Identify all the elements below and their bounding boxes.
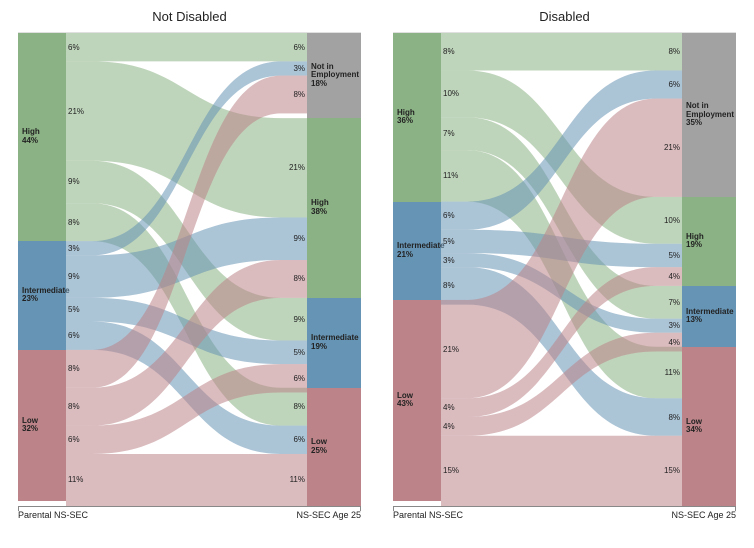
panel-title-right: Disabled	[393, 10, 736, 32]
flow-label-right: 21%	[664, 99, 680, 197]
flow-label-left: 8%	[68, 388, 80, 426]
flow-label-left: 9%	[68, 255, 80, 298]
sankey-ribbon	[92, 454, 281, 506]
node-pct: 44%	[22, 137, 62, 146]
right-node: High19%	[682, 197, 736, 286]
node-pct: 32%	[22, 425, 62, 434]
node-pct: 19%	[686, 241, 732, 250]
node-pct: 43%	[397, 400, 437, 409]
flow-label-left: 6%	[443, 202, 455, 230]
figure-container: Not Disabled High44%Intermediate23%Low32…	[0, 0, 754, 548]
flow-label-left: 11%	[68, 454, 83, 506]
flow-label-right: 5%	[668, 244, 680, 267]
flow-label-right: 21%	[289, 118, 305, 217]
right-node: Intermediate13%	[682, 286, 736, 347]
sankey-plot-left: High44%Intermediate23%Low32% Not in Emplo…	[18, 32, 361, 507]
flow-label-left: 7%	[443, 117, 455, 150]
left-node: Intermediate23%	[18, 241, 66, 350]
flow-label-left: 5%	[68, 298, 80, 322]
flow-label-right: 11%	[290, 454, 305, 506]
flow-label-left: 4%	[443, 417, 455, 436]
flow-label-left: 5%	[443, 230, 455, 253]
axis-right-panel: Parental NS-SEC NS-SEC Age 25	[393, 510, 736, 522]
flow-label-right: 8%	[293, 260, 305, 298]
flow-label-left: 15%	[443, 436, 459, 506]
flow-label-left: 21%	[68, 61, 84, 160]
node-pct: 38%	[311, 208, 357, 217]
node-pct: 23%	[22, 295, 62, 304]
left-node: Low43%	[393, 300, 441, 501]
axis-label-parental: Parental NS-SEC	[393, 510, 463, 522]
node-pct: 36%	[397, 117, 437, 126]
right-node: High38%	[307, 118, 361, 298]
node-pct: 19%	[311, 343, 357, 352]
flow-label-left: 10%	[443, 70, 459, 117]
flow-label-right: 15%	[664, 436, 680, 506]
flow-label-right: 10%	[664, 197, 680, 244]
panel-title-left: Not Disabled	[18, 10, 361, 32]
flow-label-right: 6%	[293, 426, 305, 454]
axis-label-age25: NS-SEC Age 25	[671, 510, 736, 522]
ribbons-svg	[441, 33, 682, 506]
axis-label-parental: Parental NS-SEC	[18, 510, 88, 522]
flow-label-right: 8%	[668, 398, 680, 435]
flow-label-left: 6%	[68, 33, 80, 61]
flow-label-left: 8%	[443, 33, 455, 70]
left-node: High44%	[18, 33, 66, 241]
flow-label-right: 9%	[293, 298, 305, 341]
flow-label-left: 21%	[443, 300, 459, 398]
flow-label-left: 4%	[443, 398, 455, 417]
flow-label-left: 6%	[68, 426, 80, 454]
panel-disabled: Disabled High36%Intermediate21%Low43% Not…	[393, 10, 736, 522]
flow-label-left: 11%	[443, 150, 458, 202]
flow-label-right: 5%	[293, 340, 305, 364]
flow-label-right: 4%	[668, 333, 680, 352]
flow-label-right: 3%	[668, 319, 680, 333]
flow-label-right: 6%	[668, 70, 680, 98]
sankey-ribbon	[92, 33, 281, 61]
left-node: High36%	[393, 33, 441, 202]
flow-label-left: 8%	[68, 203, 80, 241]
node-name: Not in Employment	[311, 63, 357, 80]
axis-left-panel: Parental NS-SEC NS-SEC Age 25	[18, 510, 361, 522]
flow-label-right: 3%	[293, 61, 305, 75]
axis-label-age25: NS-SEC Age 25	[296, 510, 361, 522]
right-node: Low34%	[682, 347, 736, 506]
flow-label-left: 8%	[68, 350, 80, 388]
flow-label-left: 3%	[443, 253, 455, 267]
flow-label-right: 11%	[665, 347, 680, 399]
sankey-ribbon	[467, 436, 656, 506]
flow-label-right: 7%	[668, 286, 680, 319]
flow-label-left: 9%	[68, 161, 80, 204]
node-pct: 25%	[311, 447, 357, 456]
left-node: Intermediate21%	[393, 202, 441, 300]
flow-label-right: 9%	[293, 217, 305, 260]
right-node: Low25%	[307, 388, 361, 506]
sankey-ribbon	[467, 33, 656, 70]
node-pct: 35%	[686, 119, 732, 128]
node-name: Not in Employment	[686, 102, 732, 119]
flow-label-left: 6%	[68, 322, 80, 350]
flow-label-right: 6%	[293, 364, 305, 392]
flow-label-right: 4%	[668, 267, 680, 286]
left-node: Low32%	[18, 350, 66, 501]
node-pct: 13%	[686, 316, 732, 325]
node-pct: 34%	[686, 426, 732, 435]
flow-label-right: 6%	[293, 33, 305, 61]
flow-label-right: 8%	[293, 388, 305, 426]
right-node: Intermediate19%	[307, 298, 361, 388]
ribbons-svg	[66, 33, 307, 506]
flow-label-left: 3%	[68, 241, 80, 255]
panel-not-disabled: Not Disabled High44%Intermediate23%Low32…	[18, 10, 361, 522]
node-pct: 18%	[311, 80, 357, 89]
node-pct: 21%	[397, 251, 437, 260]
right-node: Not in Employment35%	[682, 33, 736, 197]
sankey-plot-right: High36%Intermediate21%Low43% Not in Emplo…	[393, 32, 736, 507]
right-node: Not in Employment18%	[307, 33, 361, 118]
flow-label-right: 8%	[293, 76, 305, 114]
flow-label-right: 8%	[668, 33, 680, 70]
